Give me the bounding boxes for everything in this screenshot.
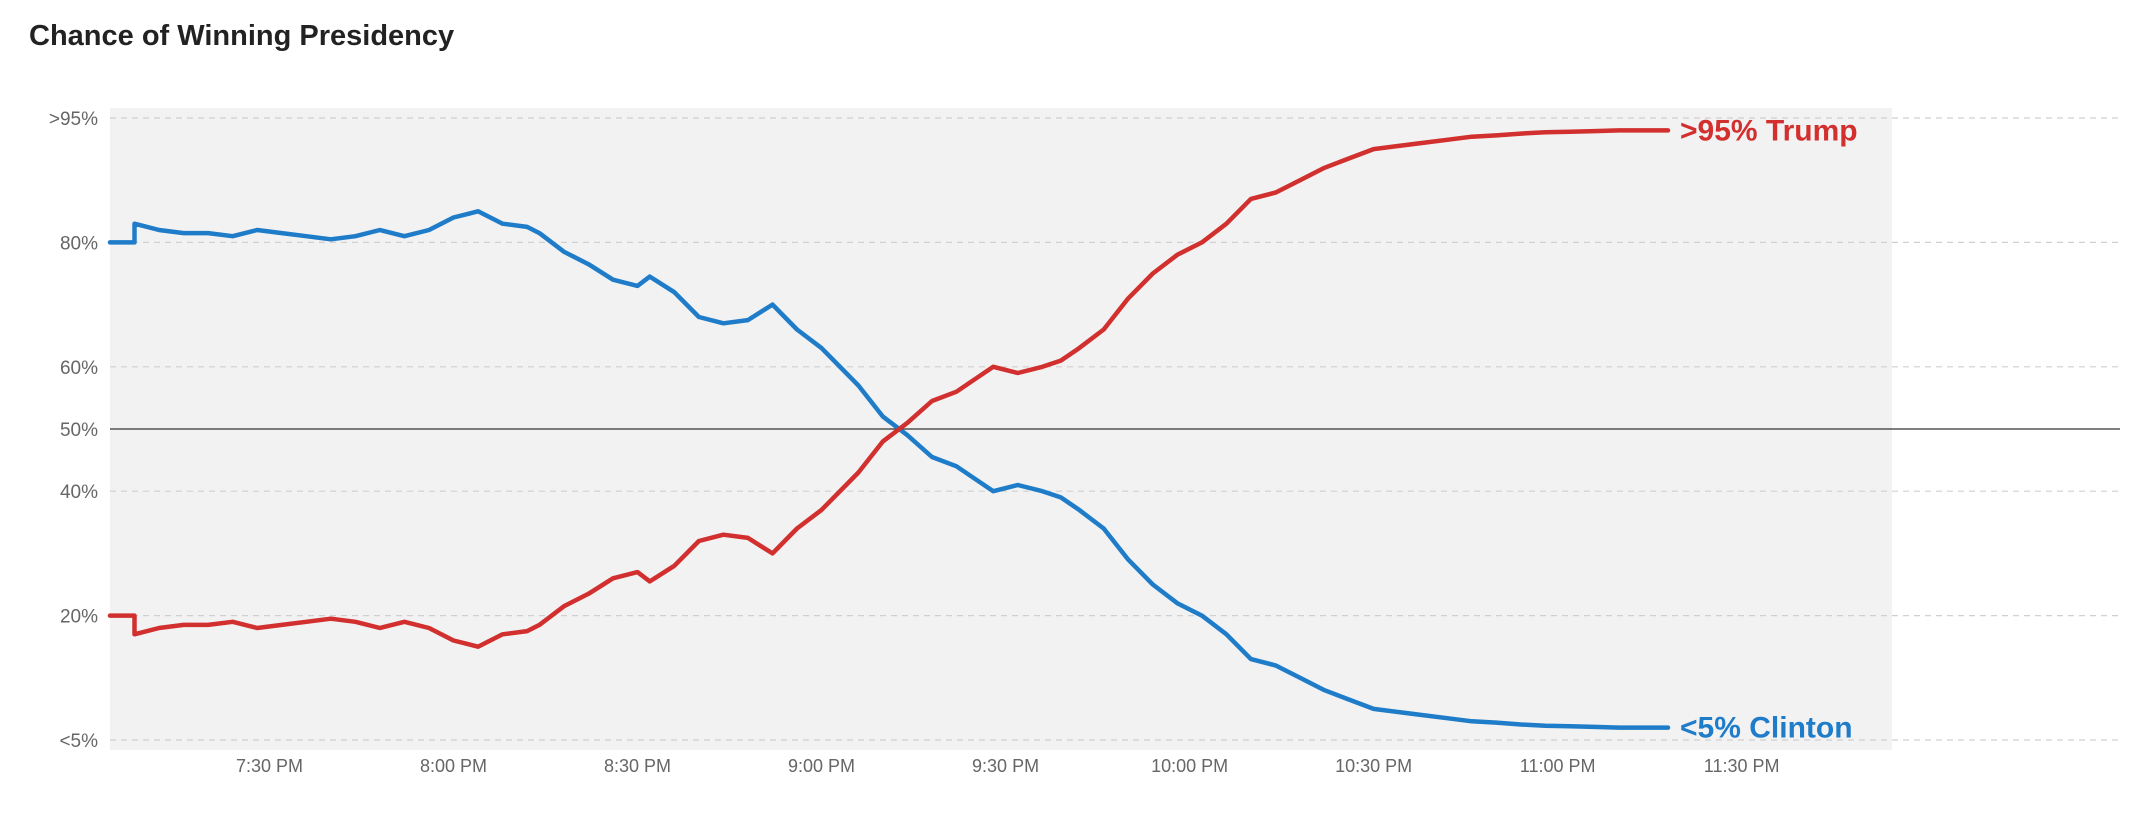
x-tick-label: 11:30 PM (1704, 756, 1780, 776)
x-tick-label: 9:00 PM (788, 756, 855, 776)
x-axis: 7:30 PM 8:00 PM 8:30 PM 9:00 PM 9:30 PM 10:00… (236, 756, 1780, 776)
clinton-end-label: <5% Clinton (1680, 712, 1853, 745)
x-tick-label: 11:00 PM (1520, 756, 1596, 776)
y-tick-label: <5% (59, 731, 98, 752)
x-tick-label: 10:00 PM (1151, 756, 1228, 776)
y-tick-label: 60% (60, 358, 98, 379)
series-lines (107, 128, 1671, 730)
gridlines (110, 117, 2120, 741)
trump-end-label: >95% Trump (1680, 114, 1858, 147)
y-tick-label: 40% (60, 482, 98, 503)
y-axis: <5% 20% 40% 50% 60% 80% >95% (49, 109, 98, 752)
y-tick-label: 50% (60, 420, 98, 441)
x-tick-label: 7:30 PM (236, 756, 303, 776)
y-tick-label: 20% (60, 607, 98, 628)
series-line-clinton (107, 209, 1671, 730)
x-tick-label: 10:30 PM (1335, 756, 1412, 776)
x-tick-label: 9:30 PM (972, 756, 1039, 776)
series-end-labels: >95% Trump <5% Clinton (1680, 114, 1858, 744)
x-tick-label: 8:30 PM (604, 756, 671, 776)
y-tick-label: >95% (49, 109, 98, 130)
x-tick-label: 8:00 PM (420, 756, 487, 776)
y-tick-label: 80% (60, 233, 98, 254)
chart-title: Chance of Winning Presidency (29, 20, 455, 52)
series-line-trump (107, 128, 1671, 649)
